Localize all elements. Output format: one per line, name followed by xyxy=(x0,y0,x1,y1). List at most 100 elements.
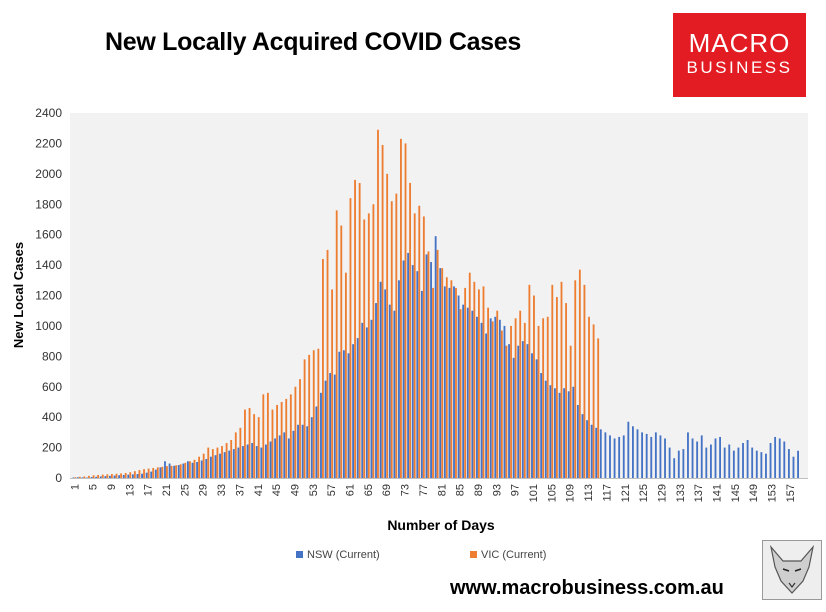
nsw-bar xyxy=(521,341,524,479)
nsw-bar xyxy=(613,438,616,478)
nsw-bar xyxy=(292,430,295,478)
vic-bar xyxy=(555,297,558,478)
nsw-bar xyxy=(494,316,497,478)
vic-bar xyxy=(198,456,200,478)
nsw-bar xyxy=(205,458,208,478)
nsw-bar xyxy=(200,460,203,478)
vic-bar xyxy=(487,307,490,478)
nsw-bar xyxy=(765,453,767,478)
x-tick-label: 1 xyxy=(69,484,81,490)
x-axis: 1 5 9 13 17 21 25 29 33 37 41 45 49 53 57 61 65 69 73 77 81 8… xyxy=(69,484,797,502)
vic-bar xyxy=(257,417,260,478)
nsw-bar xyxy=(122,474,125,478)
nsw-bar xyxy=(526,344,529,478)
nsw-bar xyxy=(604,432,607,479)
macrobusiness-logo[interactable]: MACRO BUSINESS xyxy=(673,13,806,97)
nsw-bar xyxy=(746,439,749,478)
vic-bar xyxy=(413,213,416,479)
nsw-bar xyxy=(104,476,107,478)
vic-bar xyxy=(207,447,210,478)
nsw-bar xyxy=(223,452,226,478)
nsw-bar xyxy=(691,438,694,478)
nsw-bar xyxy=(590,424,593,478)
vic-bar xyxy=(202,453,205,478)
vic-bar xyxy=(138,470,141,478)
vic-bar xyxy=(537,325,540,478)
x-tick-label: 101 xyxy=(528,484,540,502)
legend-nsw-label: NSW (Current) xyxy=(307,549,380,561)
nsw-bar xyxy=(407,252,410,478)
nsw-bar xyxy=(251,443,254,478)
nsw-bar xyxy=(783,441,786,478)
x-tick-label: 17 xyxy=(143,484,155,496)
nsw-bar xyxy=(177,465,180,478)
nsw-bar xyxy=(687,432,689,479)
nsw-bar xyxy=(356,338,359,478)
nsw-bar xyxy=(443,286,446,479)
nsw-bar xyxy=(131,474,134,478)
vic-bar xyxy=(381,144,384,478)
nsw-bar xyxy=(287,438,290,478)
vic-bar xyxy=(74,477,77,478)
x-tick-label: 57 xyxy=(326,484,338,496)
nsw-bar xyxy=(320,392,322,478)
vic-bar xyxy=(143,469,145,478)
footer-url[interactable]: www.macrobusiness.com.au xyxy=(450,577,724,599)
x-tick-label: 129 xyxy=(656,484,668,502)
x-tick-label: 137 xyxy=(693,484,705,502)
vic-bar xyxy=(188,461,191,478)
nsw-bar xyxy=(599,429,602,478)
nsw-bar xyxy=(632,426,634,478)
nsw-bar xyxy=(99,476,102,478)
nsw-bar xyxy=(471,310,474,478)
wolf-logo xyxy=(762,540,822,600)
nsw-bar xyxy=(572,386,575,478)
nsw-bar xyxy=(544,380,547,478)
x-tick-label: 53 xyxy=(308,484,320,496)
nsw-bar xyxy=(453,286,455,479)
vic-bar xyxy=(409,182,412,478)
nsw-bar xyxy=(154,469,157,478)
nsw-bar xyxy=(150,471,153,478)
x-tick-label: 125 xyxy=(638,484,650,502)
x-tick-label: 89 xyxy=(473,484,485,496)
x-tick-label: 73 xyxy=(400,484,412,496)
nsw-bar xyxy=(742,443,744,478)
nsw-bar xyxy=(622,435,625,478)
x-tick-label: 121 xyxy=(620,484,632,502)
chart-title: New Locally Acquired COVID Cases xyxy=(105,28,521,56)
vic-bar xyxy=(418,205,421,478)
nsw-bar xyxy=(434,236,437,478)
y-tick-label: 600 xyxy=(42,380,62,394)
vic-bar xyxy=(404,143,407,479)
vic-bar xyxy=(193,459,196,478)
x-tick-label: 117 xyxy=(601,484,613,502)
nsw-bar xyxy=(682,449,685,478)
nsw-bar xyxy=(719,436,721,478)
vic-bar xyxy=(335,210,338,478)
nsw-bar xyxy=(361,322,364,479)
x-tick-label: 149 xyxy=(748,484,760,502)
vic-bar xyxy=(588,316,590,478)
nsw-bar xyxy=(365,327,368,478)
vic-bar xyxy=(166,466,168,478)
nsw-bar xyxy=(774,436,777,478)
vic-bar xyxy=(565,303,567,478)
vic-bar xyxy=(354,179,356,479)
vic-bar xyxy=(312,350,315,478)
nsw-bar xyxy=(136,474,139,478)
legend-vic-swatch xyxy=(470,551,477,558)
vic-bar xyxy=(441,268,444,479)
vic-bar xyxy=(83,476,86,478)
nsw-bar xyxy=(558,392,561,478)
vic-bar xyxy=(78,476,81,478)
vic-bar xyxy=(468,272,471,478)
vic-bar xyxy=(496,310,499,478)
nsw-bar xyxy=(549,385,552,478)
nsw-bar xyxy=(333,374,336,478)
vic-bar xyxy=(230,439,233,478)
nsw-bar xyxy=(636,429,639,478)
vic-bar xyxy=(120,473,123,478)
vic-bar xyxy=(519,310,522,478)
y-tick-label: 2000 xyxy=(35,167,62,181)
